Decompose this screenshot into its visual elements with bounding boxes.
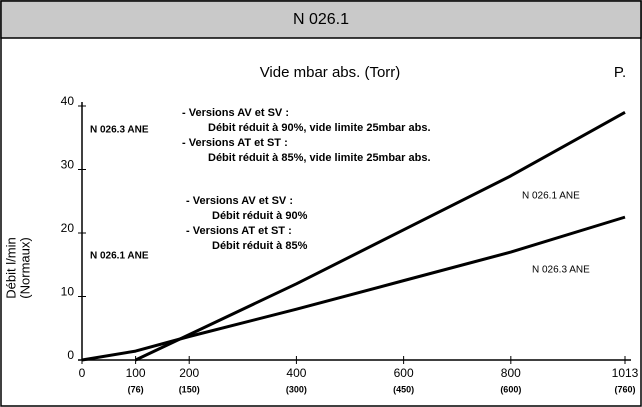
- y-tick-label: 10: [61, 285, 75, 299]
- x-secondary-tick-label: (760): [614, 384, 635, 394]
- x-tick-label: 1013: [612, 366, 639, 380]
- annotation-line: Débit réduit à 85%: [212, 240, 308, 252]
- x-secondary-tick-label: (300): [286, 384, 307, 394]
- x-tick-label: 0: [79, 366, 86, 380]
- series-label: N 026.1 ANE: [522, 191, 580, 202]
- x-tick-label: 200: [179, 366, 199, 380]
- x-tick-label: 100: [126, 366, 146, 380]
- y-axis-label: Débit l/min: [3, 237, 18, 298]
- x-secondary-tick-label: (76): [128, 384, 144, 394]
- x-secondary-tick-label: (450): [393, 384, 414, 394]
- annotation-line: - Versions AT et ST :: [182, 137, 288, 149]
- header-bar: [0, 0, 642, 39]
- x-tick-label: 800: [501, 366, 521, 380]
- y-tick-label: 40: [61, 94, 75, 108]
- y-axis-label: (Normaux): [17, 237, 32, 298]
- y-tick-label: 20: [61, 221, 75, 235]
- annotation-line: Débit réduit à 90%, vide limite 25mbar a…: [208, 122, 431, 134]
- annotation-line: - Versions AV et SV :: [182, 107, 289, 119]
- x-tick-label: 600: [394, 366, 414, 380]
- annotation-line: Débit réduit à 90%: [212, 210, 308, 222]
- annotation-line: Débit réduit à 85%, vide limite 25mbar a…: [208, 152, 431, 164]
- annotation-line: - Versions AV et SV :: [186, 195, 293, 207]
- page-label: P.: [614, 64, 626, 81]
- x-secondary-tick-label: (600): [500, 384, 521, 394]
- x-secondary-tick-label: (150): [179, 384, 200, 394]
- annotation-model: N 026.3 ANE: [90, 125, 149, 136]
- chart-title: Vide mbar abs. (Torr): [260, 64, 401, 81]
- annotation-model: N 026.1 ANE: [90, 251, 149, 262]
- y-tick-label: 30: [61, 158, 75, 172]
- annotation-line: - Versions AT et ST :: [186, 225, 292, 237]
- header-title: N 026.1: [293, 11, 349, 28]
- y-tick-label: 0: [67, 348, 74, 362]
- x-tick-label: 400: [286, 366, 306, 380]
- series-label: N 026.3 ANE: [532, 265, 590, 276]
- series-line: [81, 215, 626, 362]
